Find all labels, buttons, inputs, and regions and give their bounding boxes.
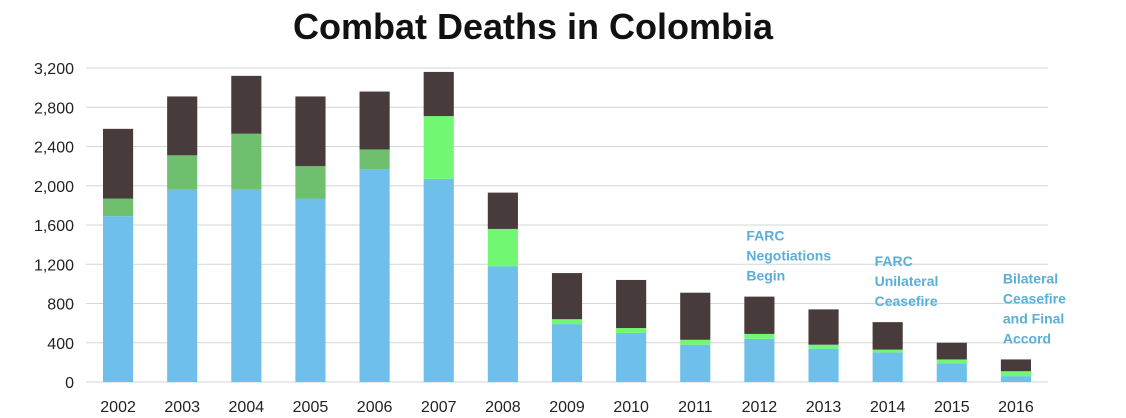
- bar-segment: [872, 322, 903, 350]
- x-tick-label: 2013: [806, 399, 842, 416]
- bar-segment: [936, 359, 967, 364]
- bar-segment: [487, 228, 518, 267]
- x-tick-label: 2005: [293, 399, 329, 416]
- bar-segment: [1000, 371, 1032, 377]
- x-tick-label: 2004: [229, 399, 265, 416]
- bar-segment: [616, 332, 647, 382]
- y-tick-label: 2,000: [34, 179, 74, 196]
- bar-segment: [808, 309, 839, 345]
- bar-segment: [295, 166, 326, 199]
- x-tick-label: 2003: [164, 399, 200, 416]
- bar-segment: [551, 273, 583, 320]
- bar-segment: [680, 339, 711, 345]
- bar-segment: [102, 216, 134, 382]
- bar-segment: [680, 292, 711, 340]
- x-tick-label: 2014: [870, 399, 906, 416]
- annotation-text: Ceasefire: [875, 293, 938, 309]
- annotation-text: FARC: [746, 228, 784, 244]
- bar-segment: [1000, 359, 1032, 372]
- bar-segment: [936, 363, 967, 382]
- bar-segment: [744, 338, 775, 382]
- x-tick-label: 2011: [678, 399, 713, 416]
- annotation-text: Bilateral: [1003, 270, 1058, 286]
- x-tick-label: 2006: [357, 399, 393, 416]
- chart-title: Combat Deaths in Colombia: [292, 6, 774, 47]
- x-tick-label: 2015: [934, 399, 970, 416]
- y-tick-label: 2,800: [34, 100, 74, 117]
- annotation-text: and Final: [1003, 310, 1064, 326]
- x-tick-label: 2002: [100, 399, 136, 416]
- annotations: FARC Negotiations Begin FARC Unilateral Cease…: [746, 228, 1066, 347]
- annotation-text: Unilateral: [875, 273, 939, 289]
- y-axis-ticks: 0 400 800 1,200 1,600 2,000 2,400 2,800 3,200: [34, 61, 74, 392]
- y-tick-label: 1,200: [34, 257, 74, 274]
- bar-segment: [423, 178, 454, 382]
- bar-segment: [680, 344, 711, 382]
- annotation-text: Begin: [746, 268, 785, 284]
- x-tick-label: 2007: [421, 399, 457, 416]
- bar-segment: [616, 328, 647, 333]
- bar-segment: [295, 96, 326, 167]
- bar-segment: [102, 198, 134, 217]
- bar-segment: [359, 91, 390, 150]
- bar-segment: [872, 349, 903, 353]
- y-tick-label: 800: [47, 297, 74, 314]
- x-tick-label: 2016: [998, 399, 1034, 416]
- bar-segment: [487, 192, 518, 229]
- bar-segment: [423, 116, 454, 179]
- bar-segment: [551, 319, 583, 325]
- bar-segment: [167, 96, 198, 156]
- bar-segment: [359, 149, 390, 170]
- y-tick-label: 2,400: [34, 140, 74, 157]
- x-tick-label: 2010: [613, 399, 649, 416]
- annotation-text: Negotiations: [746, 248, 831, 264]
- bar-segment: [1000, 376, 1032, 382]
- x-tick-label: 2009: [549, 399, 585, 416]
- annotation-text: Accord: [1003, 330, 1051, 346]
- bar-segment: [295, 198, 326, 382]
- y-tick-label: 3,200: [34, 61, 74, 78]
- bar-segment: [423, 71, 454, 117]
- bar-segment: [487, 266, 518, 382]
- x-tick-label: 2012: [742, 399, 778, 416]
- bar-segment: [616, 279, 647, 329]
- bar-segment: [231, 189, 262, 382]
- bar-segment: [359, 169, 390, 382]
- annotation-text: Ceasefire: [1003, 290, 1066, 306]
- y-tick-label: 0: [65, 375, 74, 392]
- bar-segment: [808, 348, 839, 382]
- x-tick-label: 2008: [485, 399, 521, 416]
- bar-segment: [167, 189, 198, 382]
- bar-segment: [102, 128, 134, 199]
- x-axis-ticks: 2002 2003 2004 2005 2006 2007 2008 2009 2010 2011…: [100, 399, 1034, 416]
- annotation-text: FARC: [875, 253, 913, 269]
- bar-segment: [744, 296, 775, 334]
- y-tick-label: 400: [47, 336, 74, 353]
- bar-segment: [872, 352, 903, 382]
- bar-segment: [231, 133, 262, 190]
- bar-segment: [551, 324, 583, 382]
- bars: [102, 71, 1032, 382]
- bar-segment: [167, 155, 198, 190]
- bar-segment: [744, 333, 775, 339]
- bar-segment: [231, 75, 262, 134]
- bar-segment: [808, 344, 839, 349]
- y-tick-label: 1,600: [34, 218, 74, 235]
- bar-segment: [936, 342, 967, 360]
